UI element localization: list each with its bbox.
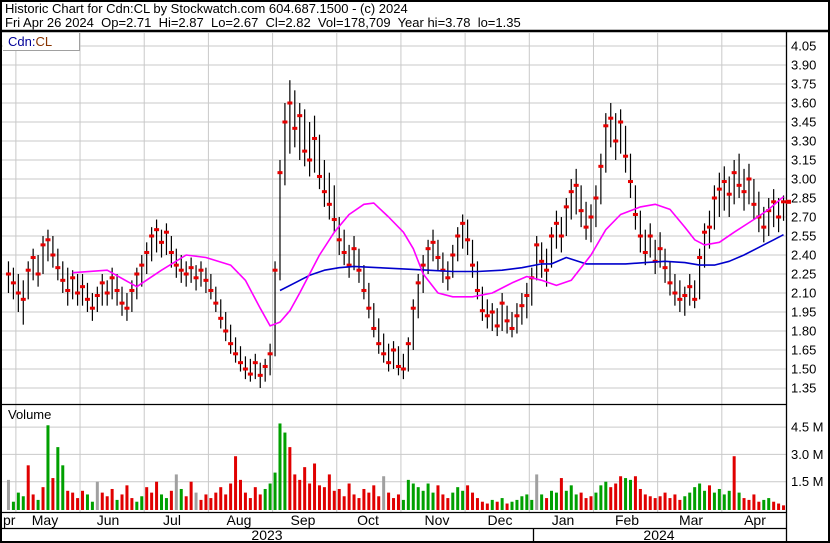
svg-text:3.90: 3.90 [791, 58, 816, 73]
svg-text:1.95: 1.95 [791, 305, 816, 320]
svg-text:Mar: Mar [679, 512, 703, 528]
svg-text:3.0 M: 3.0 M [791, 447, 824, 462]
svg-text:3.45: 3.45 [791, 115, 816, 130]
svg-text:1.65: 1.65 [791, 343, 816, 358]
svg-text:3.75: 3.75 [791, 77, 816, 92]
svg-text:Jul: Jul [163, 512, 181, 528]
chart-title: Historic Chart for Cdn:CL by Stockwatch.… [5, 1, 408, 16]
fast-ma-line [72, 196, 785, 327]
svg-text:Jan: Jan [552, 512, 575, 528]
svg-text:4.5 M: 4.5 M [791, 420, 824, 435]
svg-text:1.35: 1.35 [791, 381, 816, 396]
svg-text:2024: 2024 [643, 527, 674, 543]
chart-header: Historic Chart for Cdn:CL by Stockwatch.… [0, 0, 830, 31]
time-axis-labels: pr May Jun Jul Aug Sep Oct Nov Dec Jan Feb Mar Apr 20… [3, 512, 766, 543]
slow-ma-line [279, 233, 784, 292]
svg-text:2.70: 2.70 [791, 210, 816, 225]
gridlines [2, 33, 786, 512]
moving-averages [72, 196, 785, 327]
svg-text:2.40: 2.40 [791, 248, 816, 263]
svg-text:2.10: 2.10 [791, 286, 816, 301]
price-bars [5, 80, 787, 388]
symbol-exchange: Cdn: [8, 34, 36, 49]
svg-text:1.50: 1.50 [791, 362, 816, 377]
volume-panel-label: Volume [8, 407, 52, 422]
svg-text:3.60: 3.60 [791, 96, 816, 111]
svg-text:Dec: Dec [488, 512, 513, 528]
svg-text:Jun: Jun [97, 512, 120, 528]
svg-text:3.30: 3.30 [791, 134, 816, 149]
svg-text:Aug: Aug [227, 512, 252, 528]
svg-text:Nov: Nov [425, 512, 450, 528]
svg-text:Apr: Apr [744, 512, 766, 528]
volume-bars [6, 423, 786, 510]
svg-text:2023: 2023 [251, 527, 282, 543]
svg-text:2.55: 2.55 [791, 229, 816, 244]
chart-quote-line: Fri Apr 26 2024 Op=2.71 Hi=2.87 Lo=2.67 … [5, 15, 521, 30]
svg-text:4.05: 4.05 [791, 39, 816, 54]
svg-text:1.80: 1.80 [791, 324, 816, 339]
svg-text:May: May [32, 512, 58, 528]
svg-text:3.15: 3.15 [791, 153, 816, 168]
svg-text:3.00: 3.00 [791, 172, 816, 187]
svg-text:pr: pr [3, 512, 16, 528]
symbol-label: Cdn:CL [3, 33, 80, 51]
svg-text:Oct: Oct [357, 512, 379, 528]
svg-text:1.5 M: 1.5 M [791, 474, 824, 489]
svg-text:Sep: Sep [291, 512, 316, 528]
svg-text:Feb: Feb [615, 512, 639, 528]
svg-text:2.25: 2.25 [791, 267, 816, 282]
svg-text:2.85: 2.85 [791, 191, 816, 206]
symbol-code: CL [35, 34, 53, 49]
last-price-marker [786, 199, 791, 204]
price-axis-labels: 4.05 3.90 3.75 3.60 3.45 3.30 3.15 3.00 2.85 2.70… [786, 39, 824, 489]
